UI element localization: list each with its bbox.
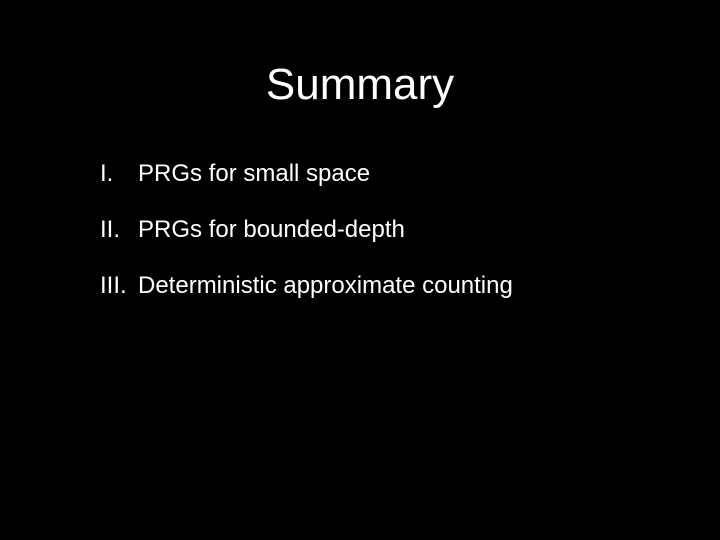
list-item: III. Deterministic approximate counting	[100, 272, 620, 300]
summary-list: I. PRGs for small space II. PRGs for bou…	[100, 160, 620, 300]
list-text: PRGs for bounded-depth	[138, 216, 405, 244]
list-numeral: II.	[100, 216, 138, 244]
slide-container: Summary I. PRGs for small space II. PRGs…	[0, 0, 720, 540]
list-item: I. PRGs for small space	[100, 160, 620, 188]
list-text: Deterministic approximate counting	[138, 272, 513, 300]
list-numeral: III.	[100, 272, 138, 300]
list-numeral: I.	[100, 160, 138, 188]
list-text: PRGs for small space	[138, 160, 370, 188]
list-item: II. PRGs for bounded-depth	[100, 216, 620, 244]
slide-title: Summary	[100, 60, 620, 110]
